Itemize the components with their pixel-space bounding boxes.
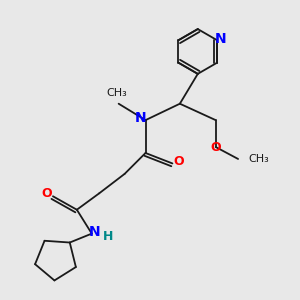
Text: H: H [103,230,113,242]
Text: O: O [42,187,52,200]
Text: CH₃: CH₃ [248,154,269,164]
Text: O: O [210,140,221,154]
Text: O: O [173,155,184,168]
Text: N: N [134,111,146,125]
Text: N: N [215,32,226,46]
Text: N: N [88,225,100,239]
Text: CH₃: CH₃ [107,88,128,98]
